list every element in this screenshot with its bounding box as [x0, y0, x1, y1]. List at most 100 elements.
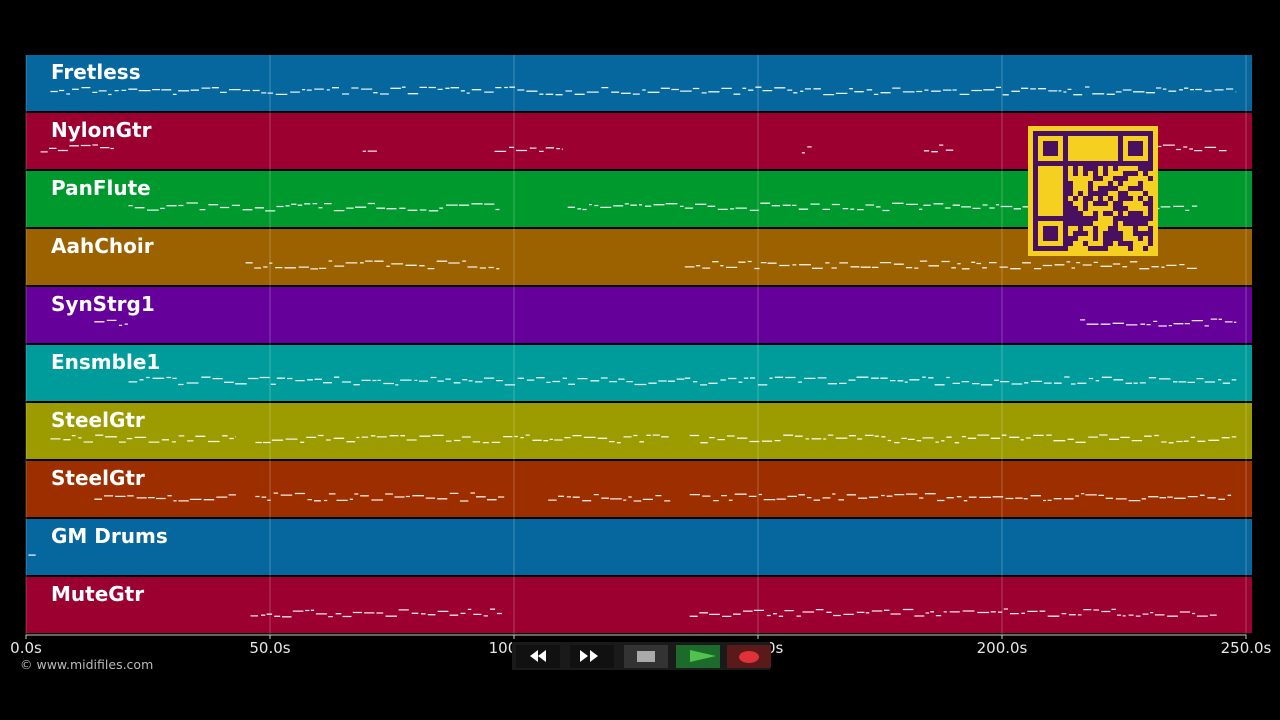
qr-cell	[1118, 216, 1123, 221]
qr-cell	[1033, 211, 1038, 216]
qr-cell	[1083, 241, 1088, 246]
qr-cell	[1033, 166, 1038, 171]
qr-cell	[1058, 246, 1063, 251]
qr-cell	[1073, 171, 1078, 176]
notes	[50, 86, 1237, 96]
forward-icon	[580, 650, 598, 662]
qr-cell	[1108, 196, 1113, 201]
qr-cell	[1098, 161, 1103, 166]
qr-cell	[1073, 196, 1078, 201]
track-band	[26, 345, 1252, 401]
qr-cell	[1073, 236, 1078, 241]
qr-cell	[1083, 216, 1088, 221]
qr-cell	[1083, 171, 1088, 176]
notes	[128, 202, 500, 212]
qr-cell	[1093, 201, 1098, 206]
qr-cell	[1108, 181, 1113, 186]
qr-cell	[1123, 176, 1128, 181]
qr-cell	[1138, 141, 1143, 146]
note-span	[548, 493, 671, 502]
qr-cell	[1063, 201, 1068, 206]
qr-cell	[1133, 131, 1138, 136]
qr-cell	[1083, 201, 1088, 206]
qr-cell	[1133, 216, 1138, 221]
qr-cell	[1118, 151, 1123, 156]
qr-cell	[1103, 186, 1108, 191]
qr-cell	[1148, 131, 1153, 136]
qr-cell	[1063, 156, 1068, 161]
qr-cell	[1143, 221, 1148, 226]
notes	[255, 434, 669, 444]
notes	[801, 146, 812, 154]
qr-cell	[1128, 186, 1133, 191]
qr-cell	[1138, 211, 1143, 216]
qr-cell	[1038, 216, 1043, 221]
notes	[40, 144, 114, 153]
track-label: GM Drums	[51, 524, 168, 548]
qr-cell	[1088, 161, 1093, 166]
qr-cell	[1103, 166, 1108, 171]
qr-cell	[1118, 196, 1123, 201]
qr-cell	[1073, 231, 1078, 236]
qr-cell	[1078, 211, 1083, 216]
qr-cell	[1098, 186, 1103, 191]
qr-cell	[1133, 186, 1138, 191]
qr-cell	[1098, 196, 1103, 201]
qr-cell	[1123, 161, 1128, 166]
qr-cell	[1043, 231, 1048, 236]
qr-cell	[1053, 216, 1058, 221]
qr-cell	[1083, 206, 1088, 211]
qr-cell	[1103, 161, 1108, 166]
qr-cell	[1118, 201, 1123, 206]
qr-cell	[1053, 226, 1058, 231]
qr-cell	[1093, 176, 1098, 181]
qr-cell	[1118, 156, 1123, 161]
qr-cell	[1138, 151, 1143, 156]
qr-cell	[1103, 231, 1108, 236]
qr-cell	[1138, 181, 1143, 186]
qr-cell	[1118, 191, 1123, 196]
qr-cell	[1108, 236, 1113, 241]
qr-cell	[1123, 241, 1128, 246]
qr-cell	[1088, 181, 1093, 186]
qr-cell	[1073, 206, 1078, 211]
qr-cell	[1063, 191, 1068, 196]
track-label: Fretless	[51, 60, 141, 84]
qr-cell	[1098, 191, 1103, 196]
note-span	[50, 86, 1237, 96]
qr-cell	[1058, 216, 1063, 221]
qr-cell	[1148, 206, 1153, 211]
qr-cell	[1103, 241, 1108, 246]
qr-cell	[1138, 221, 1143, 226]
qr-cell	[1143, 166, 1148, 171]
qr-cell	[1063, 241, 1068, 246]
qr-cell	[1053, 161, 1058, 166]
qr-cell	[1103, 246, 1108, 251]
qr-cell	[1033, 141, 1038, 146]
credit: © www.midifiles.com	[20, 657, 153, 672]
qr-cell	[1123, 221, 1128, 226]
qr-cell	[1083, 161, 1088, 166]
qr-cell	[1133, 141, 1138, 146]
qr-cell	[1063, 151, 1068, 156]
qr-cell	[1063, 181, 1068, 186]
qr-cell	[1113, 206, 1118, 211]
note-span	[50, 434, 236, 443]
qr-cell	[1133, 171, 1138, 176]
note-span	[923, 144, 954, 153]
qr-cell	[1118, 146, 1123, 151]
qr-cell	[1113, 161, 1118, 166]
qr-cell	[1128, 216, 1133, 221]
qr-cell	[1033, 226, 1038, 231]
qr-cell	[1148, 156, 1153, 161]
qr-cell	[1148, 136, 1153, 141]
qr-cell	[1033, 191, 1038, 196]
notes	[689, 434, 1237, 444]
qr-cell	[1043, 236, 1048, 241]
qr-cell	[1118, 141, 1123, 146]
notes	[923, 144, 954, 153]
notes	[128, 376, 685, 386]
qr-cell	[1063, 131, 1068, 136]
qr-cell	[1148, 226, 1153, 231]
qr-cell	[1108, 186, 1113, 191]
